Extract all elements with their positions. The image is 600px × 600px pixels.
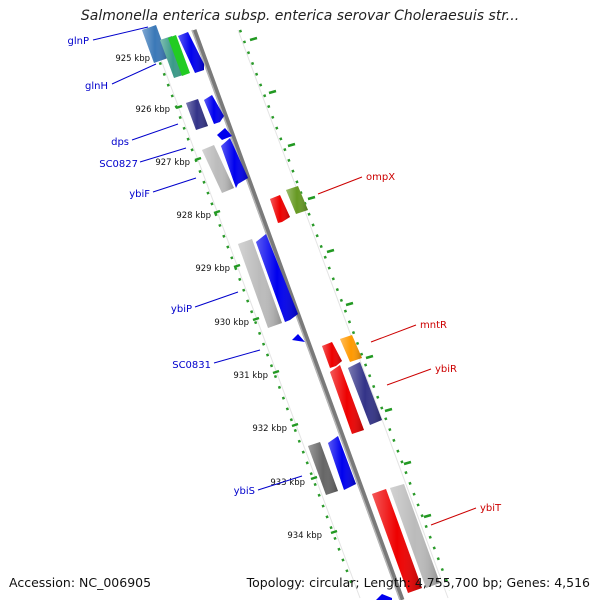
kbp-tick (291, 422, 299, 428)
gene-mntR-shade (340, 335, 362, 362)
reverse-tick (326, 248, 335, 254)
kbp-label: 932 kbp (252, 424, 287, 434)
kbp-tick (330, 529, 338, 535)
reverse-tick (365, 354, 374, 360)
gene-label-glnH[interactable]: glnH (85, 81, 108, 92)
reverse-tick (287, 142, 296, 148)
gene-ybiT-shade (372, 489, 422, 593)
genome-summary-text: Topology: circular; Length: 4,755,700 bp… (246, 575, 590, 590)
gene-ybiF-gray-shade (202, 145, 234, 193)
gene-ybiT-gray-shade (390, 484, 440, 588)
kbp-tick (272, 369, 280, 375)
reverse-tick-marks (249, 36, 432, 519)
leader-glnH (111, 63, 157, 85)
gene-bottom-blue[interactable] (376, 594, 392, 600)
gene-ybiR-shade (348, 362, 382, 425)
kbp-label: 925 kbp (115, 54, 150, 64)
forward-genes (142, 25, 392, 600)
leader-ybiR (386, 368, 432, 386)
gene-ybiF-shade (221, 138, 248, 188)
reverse-tick (249, 36, 258, 42)
leader-mntR (370, 324, 417, 343)
gene-label-mntR[interactable]: mntR (420, 320, 447, 331)
kbp-label: 929 kbp (195, 264, 230, 274)
kbp-label: 931 kbp (233, 371, 268, 381)
reverse-tick (423, 513, 432, 519)
kbp-tick (233, 263, 241, 269)
reverse-tick (345, 301, 354, 307)
gene-label-ybiP[interactable]: ybiP (171, 304, 192, 315)
genome-backbone (191, 29, 405, 600)
reverse-lane-dots (238, 29, 452, 591)
gene-sc0831[interactable] (292, 334, 305, 342)
reverse-tick (307, 195, 316, 201)
leader-ybiT (430, 507, 477, 526)
kbp-tick (213, 209, 221, 215)
leader-ybiF (152, 177, 197, 193)
gene-sc0827[interactable] (217, 128, 232, 140)
kbp-tick-marks (156, 53, 338, 535)
gene-label-sc0827[interactable]: SC0827 (99, 159, 138, 170)
gene-label-ybiF[interactable]: ybiF (129, 189, 150, 200)
gene-label-dps[interactable]: dps (111, 137, 129, 148)
gene-block-blue-1-shade (178, 32, 204, 73)
reverse-genes (270, 186, 440, 593)
kbp-label: 926 kbp (135, 105, 170, 115)
gene-ybiP-gray-shade (238, 239, 282, 328)
forward-lane-edge (149, 29, 361, 599)
gene-label-ompX[interactable]: ompX (366, 172, 395, 183)
kbp-tick (310, 475, 318, 481)
reverse-lane-edge (237, 29, 449, 599)
leader-ybiS (257, 475, 303, 491)
kbp-tick (194, 156, 202, 162)
gene-ybiP-shade (256, 234, 298, 322)
gene-label-ybiS[interactable]: ybiS (234, 486, 255, 497)
kbp-tick (252, 316, 260, 322)
leader-sc0831 (213, 349, 261, 364)
kbp-label: 927 kbp (155, 158, 190, 168)
gene-ompX-shade (270, 195, 290, 223)
gene-label-ybiR[interactable]: ybiR (435, 364, 457, 375)
kbp-label: 928 kbp (176, 211, 211, 221)
map-title: Salmonella enterica subsp. enterica sero… (80, 8, 520, 24)
reverse-tick (268, 89, 277, 95)
gene-label-sc0831[interactable]: SC0831 (172, 360, 211, 371)
accession-text: Accession: NC_006905 (9, 575, 152, 590)
leader-ybiP (194, 291, 239, 308)
reverse-tick (384, 407, 393, 413)
gene-ybiR-red-shade (330, 365, 364, 434)
leader-ompX (317, 176, 363, 195)
gene-label-ybiT[interactable]: ybiT (480, 503, 502, 514)
gene-mntR-red-shade (322, 342, 342, 368)
reverse-tick (403, 460, 412, 466)
kbp-label: 930 kbp (214, 318, 249, 328)
kbp-label: 934 kbp (287, 531, 322, 541)
gene-ompX-olive-shade (286, 186, 308, 214)
leader-sc0827 (139, 147, 187, 163)
leader-dps (131, 123, 179, 141)
gene-block-green[interactable] (168, 35, 190, 76)
gene-dps-navy-shade (186, 99, 208, 130)
gene-dps-shade (204, 95, 224, 124)
gene-glnP-shade (142, 25, 168, 63)
gene-ybiS-shade (328, 436, 356, 490)
kbp-label: 933 kbp (270, 478, 305, 488)
gene-label-glnP[interactable]: glnP (68, 36, 90, 47)
gene-ybiS-gray-shade (308, 442, 338, 495)
leader-glnP (92, 26, 149, 41)
kbp-tick (175, 104, 183, 110)
